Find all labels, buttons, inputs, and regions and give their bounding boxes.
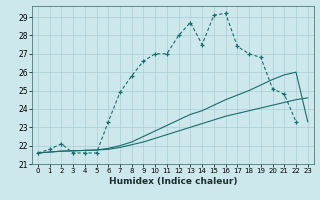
X-axis label: Humidex (Indice chaleur): Humidex (Indice chaleur) xyxy=(108,177,237,186)
